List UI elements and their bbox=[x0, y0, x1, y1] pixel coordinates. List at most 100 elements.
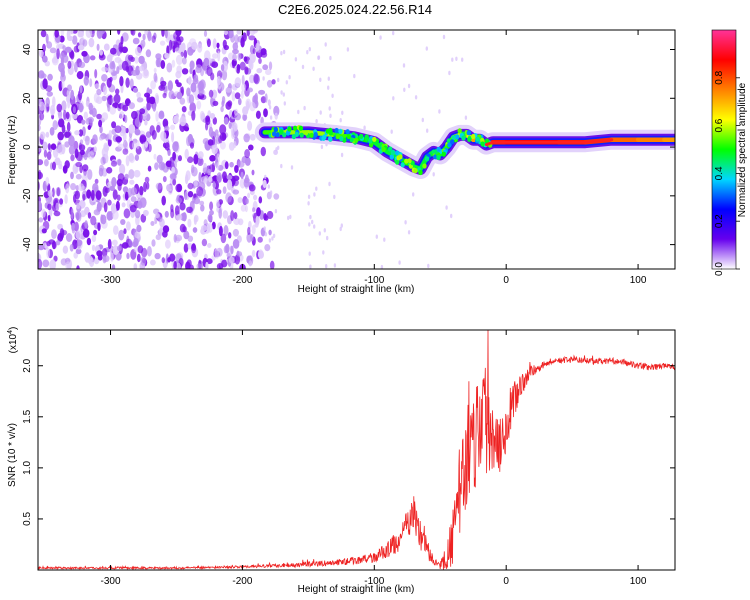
y-tick-label: 0.5 bbox=[22, 512, 33, 526]
noise-blob bbox=[123, 228, 127, 235]
noise-blob bbox=[223, 30, 229, 36]
y-tick-label: 2.0 bbox=[22, 358, 33, 372]
noise-blob bbox=[233, 212, 238, 220]
noise-blob bbox=[225, 87, 232, 93]
noise-blob bbox=[184, 191, 188, 200]
noise-blob bbox=[166, 62, 173, 73]
noise-blob bbox=[75, 185, 79, 191]
signal-speckle bbox=[450, 139, 455, 145]
noise-blob bbox=[93, 146, 98, 152]
noise-blob bbox=[249, 60, 254, 70]
noise-blob bbox=[85, 135, 90, 146]
noise-blob bbox=[116, 194, 121, 201]
noise-blob bbox=[233, 122, 238, 132]
signal-speckle bbox=[446, 138, 452, 144]
noise-blob bbox=[200, 204, 205, 212]
noise-blob bbox=[136, 253, 141, 263]
snr-x-axis: -300 -200 -100 0 100 bbox=[101, 330, 647, 587]
noise-blob bbox=[71, 222, 75, 231]
noise-blob bbox=[83, 111, 89, 120]
spectrogram-data bbox=[38, 30, 675, 269]
noise-blob bbox=[230, 245, 234, 255]
noise-blob bbox=[323, 228, 326, 233]
noise-blob bbox=[309, 264, 312, 269]
noise-blob bbox=[148, 96, 156, 105]
noise-blob bbox=[87, 125, 92, 130]
noise-blob bbox=[83, 75, 90, 86]
noise-blob bbox=[313, 224, 316, 229]
signal-speckle bbox=[388, 146, 393, 152]
noise-blob bbox=[83, 169, 88, 178]
noise-blob bbox=[461, 57, 464, 62]
noise-blob bbox=[251, 249, 256, 258]
noise-blob bbox=[187, 182, 194, 190]
noise-blob bbox=[167, 149, 171, 156]
noise-blob bbox=[103, 144, 110, 153]
noise-blob bbox=[225, 192, 232, 203]
noise-blob bbox=[182, 212, 187, 222]
noise-blob bbox=[136, 91, 141, 99]
signal-speckle bbox=[354, 137, 359, 143]
noise-blob bbox=[288, 75, 291, 80]
noise-blob bbox=[201, 225, 208, 232]
noise-blob bbox=[132, 37, 140, 45]
signal-speckle bbox=[424, 156, 430, 162]
noise-blob bbox=[59, 228, 65, 239]
noise-blob bbox=[183, 230, 190, 240]
noise-blob bbox=[173, 115, 179, 124]
signal-speckle bbox=[273, 126, 278, 132]
noise-blob bbox=[134, 56, 139, 64]
noise-blob bbox=[232, 48, 239, 55]
noise-blob bbox=[70, 208, 74, 219]
noise-blob bbox=[155, 182, 163, 190]
noise-blob bbox=[69, 244, 74, 252]
noise-blob bbox=[155, 111, 159, 122]
noise-blob bbox=[236, 67, 240, 74]
noise-blob bbox=[121, 46, 128, 54]
noise-blob bbox=[273, 193, 280, 200]
noise-blob bbox=[154, 92, 159, 103]
noise-blob bbox=[123, 208, 131, 219]
noise-blob bbox=[158, 161, 166, 171]
noise-blob bbox=[249, 30, 256, 36]
noise-blob bbox=[212, 53, 219, 59]
noise-blob bbox=[129, 179, 135, 185]
noise-blob bbox=[91, 234, 97, 243]
noise-blob bbox=[117, 173, 125, 182]
noise-blob bbox=[193, 197, 201, 205]
noise-blob bbox=[109, 61, 115, 70]
signal-speckle bbox=[328, 136, 333, 142]
noise-blob bbox=[123, 140, 128, 149]
y-tick-label: 0 bbox=[22, 144, 33, 150]
signal-speckle bbox=[413, 168, 418, 174]
noise-blob bbox=[70, 171, 74, 180]
noise-blob bbox=[167, 80, 173, 92]
signal-speckle bbox=[451, 135, 456, 141]
noise-blob bbox=[89, 55, 96, 61]
noise-blob bbox=[134, 210, 141, 219]
noise-blob bbox=[119, 111, 125, 119]
noise-blob bbox=[112, 210, 119, 220]
noise-blob bbox=[184, 174, 189, 185]
noise-blob bbox=[42, 55, 48, 63]
noise-blob bbox=[106, 167, 113, 174]
noise-blob bbox=[101, 112, 109, 121]
y-tick-label: 20 bbox=[22, 92, 33, 104]
signal-speckle bbox=[275, 132, 280, 138]
noise-blob bbox=[169, 173, 177, 180]
noise-blob bbox=[70, 183, 77, 191]
noise-blob bbox=[65, 183, 70, 194]
signal-speckle bbox=[279, 129, 284, 135]
noise-blob bbox=[191, 110, 196, 121]
noise-blob bbox=[244, 66, 249, 75]
noise-blob bbox=[76, 71, 84, 80]
noise-blob bbox=[81, 50, 88, 57]
noise-blob bbox=[79, 149, 85, 156]
noise-blob bbox=[264, 93, 268, 103]
x-tick-label: 0 bbox=[503, 576, 509, 587]
signal-core bbox=[484, 138, 614, 147]
noise-blob bbox=[47, 190, 53, 197]
noise-blob bbox=[248, 260, 252, 267]
noise-blob bbox=[174, 47, 181, 53]
